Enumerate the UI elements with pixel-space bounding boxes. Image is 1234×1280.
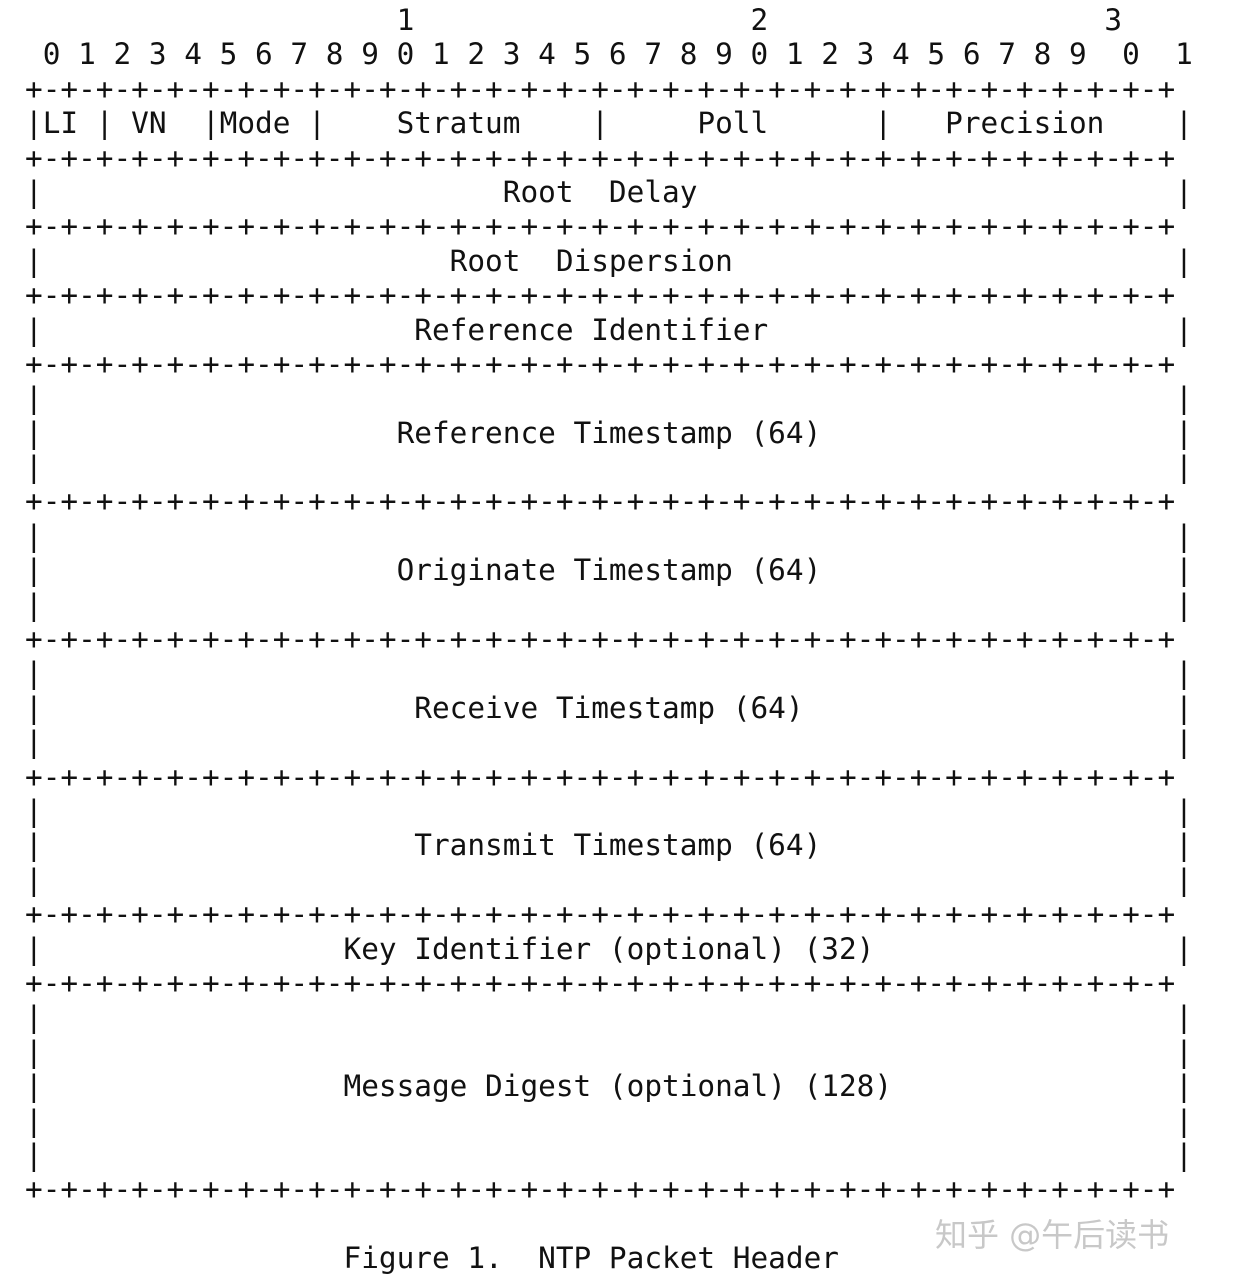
diagram-line: +-+-+-+-+-+-+-+-+-+-+-+-+-+-+-+-+-+-+-+-… [25,484,1176,519]
diagram-line: | | [25,725,1193,760]
diagram-line: | | [25,1137,1193,1172]
diagram-line: | | [25,656,1193,691]
diagram-line: +-+-+-+-+-+-+-+-+-+-+-+-+-+-+-+-+-+-+-+-… [25,759,1176,794]
diagram-line: 0 1 2 3 4 5 6 7 8 9 0 1 2 3 4 5 6 7 8 9 … [25,37,1193,72]
diagram-line: +-+-+-+-+-+-+-+-+-+-+-+-+-+-+-+-+-+-+-+-… [25,209,1176,244]
diagram-line: | | [25,381,1193,416]
diagram-line: | | [25,793,1193,828]
watermark: 知乎 @午后读书 [935,1216,1170,1254]
diagram-line: | Root Delay | [25,174,1193,209]
diagram-line: +-+-+-+-+-+-+-+-+-+-+-+-+-+-+-+-+-+-+-+-… [25,278,1176,313]
diagram-line: | | [25,1000,1193,1035]
diagram-line: +-+-+-+-+-+-+-+-+-+-+-+-+-+-+-+-+-+-+-+-… [25,1172,1176,1207]
diagram-line: | Message Digest (optional) (128) | [25,1069,1193,1104]
diagram-line: +-+-+-+-+-+-+-+-+-+-+-+-+-+-+-+-+-+-+-+-… [25,622,1176,657]
diagram-line: | | [25,587,1193,622]
diagram-line: | Key Identifier (optional) (32) | [25,931,1193,966]
figure-caption: Figure 1. NTP Packet Header [25,1241,839,1276]
diagram-line: +-+-+-+-+-+-+-+-+-+-+-+-+-+-+-+-+-+-+-+-… [25,71,1176,106]
diagram-line: | | [25,518,1193,553]
diagram-line: | | [25,1103,1193,1138]
diagram-line: | | [25,450,1193,485]
diagram-line: | Transmit Timestamp (64) | [25,828,1193,863]
diagram-line: |LI | VN |Mode | Stratum | Poll | Precis… [25,106,1193,141]
diagram-line: | Reference Timestamp (64) | [25,415,1193,450]
diagram-line: 1 2 3 [25,3,1123,37]
diagram-line: | Reference Identifier | [25,312,1193,347]
diagram-line: | | [25,1034,1193,1069]
ntp-packet-header-diagram: 1 2 3 0 1 2 3 4 5 6 7 8 9 0 1 2 3 4 5 6 … [25,3,1193,1275]
diagram-line: +-+-+-+-+-+-+-+-+-+-+-+-+-+-+-+-+-+-+-+-… [25,346,1176,381]
diagram-line: | | [25,862,1193,897]
diagram-line: +-+-+-+-+-+-+-+-+-+-+-+-+-+-+-+-+-+-+-+-… [25,140,1176,175]
diagram-line: | Originate Timestamp (64) | [25,553,1193,588]
diagram-line: | Receive Timestamp (64) | [25,690,1193,725]
diagram-line: +-+-+-+-+-+-+-+-+-+-+-+-+-+-+-+-+-+-+-+-… [25,897,1176,932]
diagram-line: +-+-+-+-+-+-+-+-+-+-+-+-+-+-+-+-+-+-+-+-… [25,965,1176,1000]
diagram-line: | Root Dispersion | [25,243,1193,278]
